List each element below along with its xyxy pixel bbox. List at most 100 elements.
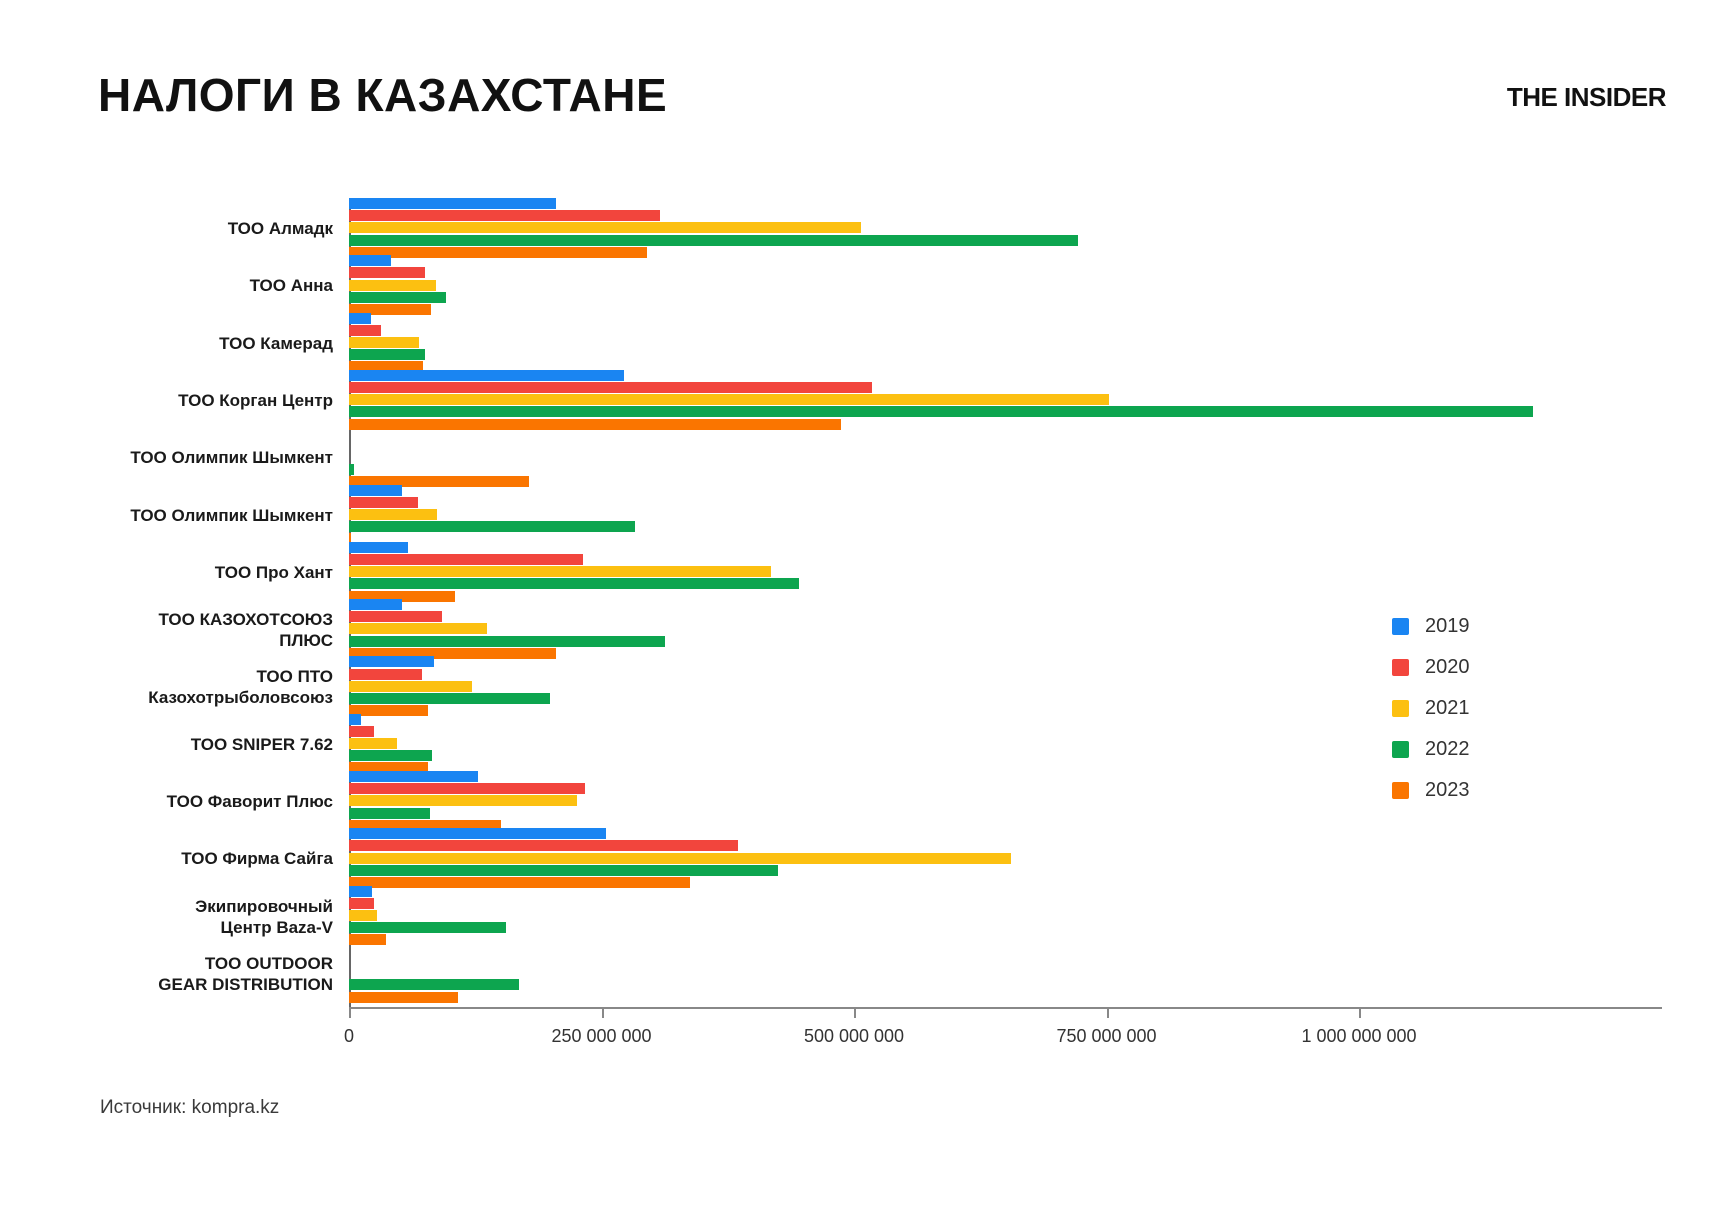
bar-2020 bbox=[349, 382, 873, 394]
bar-2023 bbox=[349, 934, 387, 946]
bar-2019 bbox=[349, 312, 372, 324]
bar-2022 bbox=[349, 979, 519, 991]
bar-2022 bbox=[349, 864, 779, 876]
bar-2022 bbox=[349, 406, 1533, 418]
category-label: ТОО Алмадк bbox=[227, 219, 333, 238]
bar-2019 bbox=[349, 198, 557, 209]
bar-2023 bbox=[349, 991, 459, 1003]
legend-label: 2023 bbox=[1425, 779, 1470, 801]
bar-2021 bbox=[349, 795, 578, 807]
category-label: ТОО Корган Центр bbox=[178, 390, 333, 410]
bar-2022 bbox=[349, 521, 635, 533]
category-label: ТОО КАЗОХОТСОЮЗ ПЛЮС bbox=[158, 610, 333, 651]
bar-2019 bbox=[349, 484, 402, 496]
bar-2022 bbox=[349, 349, 425, 361]
legend-swatch-icon bbox=[1392, 741, 1409, 758]
bar-2020 bbox=[349, 840, 738, 852]
x-tick-label: 0 bbox=[343, 1026, 355, 1046]
bar-2019 bbox=[349, 599, 402, 611]
bar-2020 bbox=[349, 897, 375, 909]
bar-2023 bbox=[349, 361, 423, 373]
x-tick bbox=[1106, 1009, 1109, 1018]
bar-2022 bbox=[349, 234, 1079, 246]
legend-swatch-icon bbox=[1392, 782, 1409, 799]
legend-item-2021[interactable]: 2021 bbox=[1392, 688, 1470, 729]
category-label: ТОО Анна bbox=[249, 276, 333, 296]
page-title: НАЛОГИ В КАЗАХСТАНЕ bbox=[98, 69, 668, 121]
bar-2021 bbox=[349, 623, 488, 635]
bar-2020 bbox=[349, 783, 586, 795]
bar-2020 bbox=[349, 668, 422, 680]
bar-2020 bbox=[349, 267, 425, 279]
category-label: ТОО Фирма Сайга bbox=[181, 849, 333, 869]
x-tick-label: 1 000 000 000 bbox=[1301, 1026, 1417, 1046]
bar-2019 bbox=[349, 541, 408, 553]
bar-2019 bbox=[349, 828, 606, 840]
category-label: ТОО Камерад bbox=[219, 333, 333, 353]
bar-2019 bbox=[349, 656, 434, 668]
bar-2021 bbox=[349, 738, 398, 750]
legend-label: 2019 bbox=[1425, 615, 1470, 637]
bar-2023 bbox=[349, 819, 501, 831]
bar-2022 bbox=[349, 692, 550, 704]
bar-2021 bbox=[349, 508, 437, 520]
x-tick-label: 500 000 000 bbox=[803, 1026, 905, 1046]
bar-2023 bbox=[349, 762, 428, 774]
bar-2022 bbox=[349, 463, 355, 475]
page-header: НАЛОГИ В КАЗАХСТАНЕ THE INSIDER bbox=[0, 0, 1732, 150]
bar-2021 bbox=[349, 336, 419, 348]
bar-2022 bbox=[349, 578, 800, 590]
bar-2020 bbox=[349, 496, 418, 508]
bar-2023 bbox=[349, 304, 431, 316]
bar-2021 bbox=[349, 222, 862, 234]
bar-2021 bbox=[349, 680, 473, 692]
legend-label: 2022 bbox=[1425, 738, 1470, 760]
bar-2023 bbox=[349, 590, 456, 602]
bar-2022 bbox=[349, 922, 506, 934]
source-note: Источник: kompra.kz bbox=[100, 1097, 280, 1118]
bar-2022 bbox=[349, 807, 430, 819]
x-tick-label: 250 000 000 bbox=[551, 1026, 652, 1046]
bar-2019 bbox=[349, 713, 362, 725]
x-tick bbox=[601, 1009, 604, 1018]
bar-2023 bbox=[349, 418, 841, 430]
category-label: ТОО Олимпик Шымкент bbox=[130, 505, 333, 525]
bar-2019 bbox=[349, 771, 479, 782]
bar-2023 bbox=[349, 246, 647, 258]
bar-2022 bbox=[349, 635, 666, 647]
bar-2019 bbox=[349, 369, 624, 381]
bar-2023 bbox=[349, 533, 352, 545]
bar-2021 bbox=[349, 279, 436, 291]
bar-2022 bbox=[349, 750, 432, 762]
bar-2020 bbox=[349, 611, 442, 623]
bar-2023 bbox=[349, 647, 557, 659]
bar-2021 bbox=[349, 566, 772, 578]
bar-2021 bbox=[349, 394, 1109, 406]
legend-item-2022[interactable]: 2022 bbox=[1392, 729, 1470, 770]
brand-logo: THE INSIDER bbox=[1506, 82, 1667, 112]
bar-2019 bbox=[349, 885, 373, 897]
category-label: ТОО SNIPER 7.62 bbox=[190, 734, 333, 754]
chart-legend: 2019 2020 2021 2022 2023 bbox=[1392, 606, 1470, 811]
bar-2023 bbox=[349, 475, 529, 487]
x-axis-line bbox=[349, 1007, 1662, 1009]
bar-2021 bbox=[349, 909, 378, 921]
x-tick bbox=[1359, 1009, 1361, 1018]
category-label: Экипировочный Центр Baza-V bbox=[195, 896, 333, 937]
category-label: ТОО Фаворит Плюс bbox=[166, 792, 333, 811]
category-label: ТОО ПТО Казохотрыболовсоюз bbox=[148, 667, 333, 708]
x-tick bbox=[349, 1009, 351, 1018]
legend-item-2020[interactable]: 2020 bbox=[1392, 647, 1470, 688]
legend-swatch-icon bbox=[1392, 618, 1409, 635]
bar-2020 bbox=[349, 210, 661, 222]
legend-item-2019[interactable]: 2019 bbox=[1392, 606, 1470, 647]
bar-2023 bbox=[349, 705, 428, 717]
legend-label: 2021 bbox=[1425, 697, 1470, 719]
legend-item-2023[interactable]: 2023 bbox=[1392, 770, 1470, 811]
bar-2021 bbox=[349, 852, 1011, 864]
x-tick-label: 750 000 000 bbox=[1056, 1026, 1157, 1046]
bar-2019 bbox=[349, 255, 392, 267]
x-tick bbox=[854, 1009, 856, 1018]
bar-2023 bbox=[349, 877, 691, 889]
